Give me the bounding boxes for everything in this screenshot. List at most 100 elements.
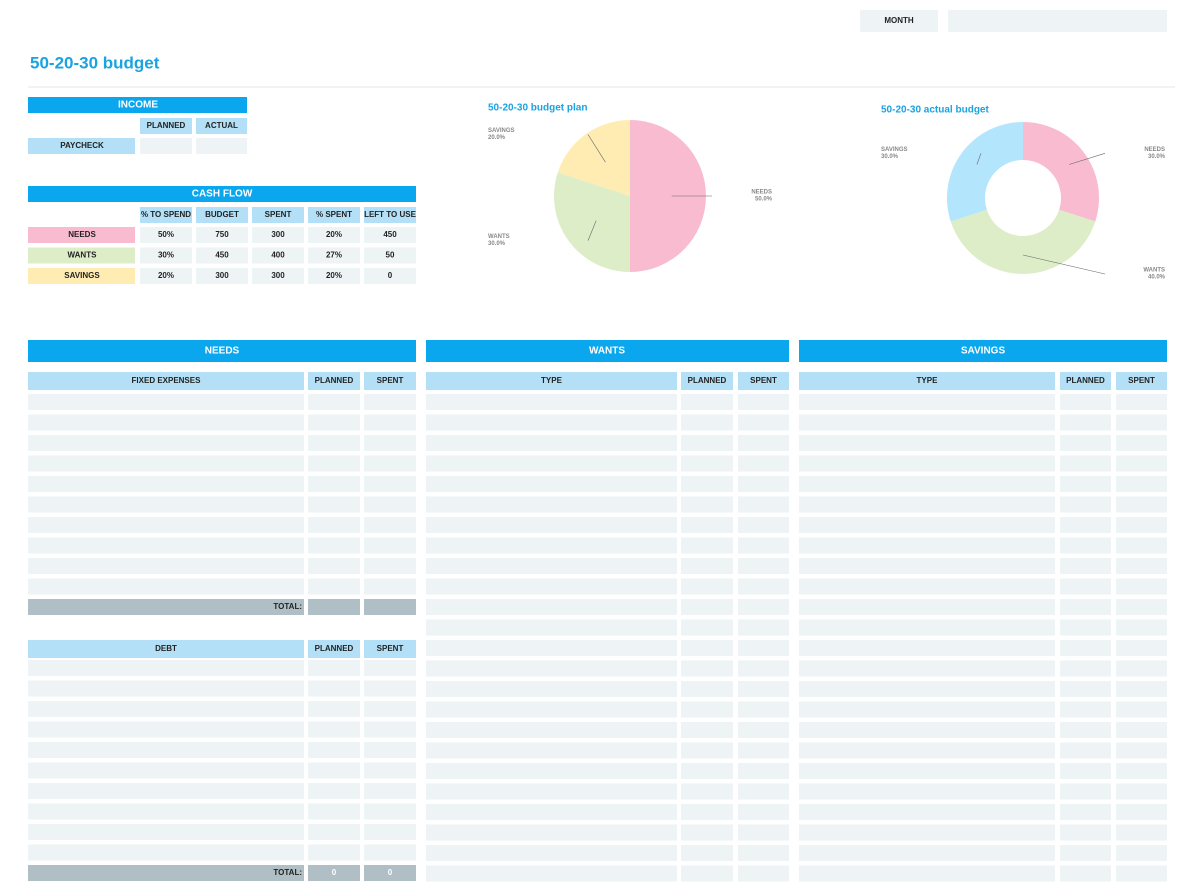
savings-cell[interactable]	[1116, 599, 1167, 615]
savings-cell[interactable]	[1116, 660, 1167, 677]
wants-cell[interactable]	[681, 517, 733, 533]
needs-cell[interactable]	[308, 394, 360, 410]
wants-cell[interactable]	[738, 496, 789, 513]
needs-cell[interactable]	[308, 517, 360, 533]
wants-cell[interactable]	[681, 845, 733, 861]
savings-cell[interactable]	[1060, 804, 1111, 820]
savings-cell[interactable]	[799, 455, 1055, 472]
month-input[interactable]	[948, 10, 1167, 32]
savings-cell[interactable]	[1116, 701, 1167, 718]
wants-cell[interactable]	[738, 599, 789, 615]
debt-cell[interactable]	[364, 742, 416, 758]
savings-cell[interactable]	[1060, 537, 1111, 554]
debt-cell[interactable]	[28, 742, 304, 758]
debt-cell[interactable]	[364, 701, 416, 717]
savings-cell[interactable]	[799, 742, 1055, 759]
wants-cell[interactable]	[681, 865, 733, 882]
needs-cell[interactable]	[308, 578, 360, 595]
savings-cell[interactable]	[1116, 414, 1167, 431]
wants-cell[interactable]	[426, 804, 677, 820]
savings-cell[interactable]	[1060, 414, 1111, 431]
wants-cell[interactable]	[426, 455, 677, 472]
needs-cell[interactable]	[364, 558, 416, 574]
savings-cell[interactable]	[1116, 824, 1167, 841]
wants-cell[interactable]	[681, 414, 733, 431]
needs-cell[interactable]	[364, 435, 416, 451]
wants-cell[interactable]	[681, 742, 733, 759]
savings-cell[interactable]	[1060, 865, 1111, 882]
wants-cell[interactable]	[738, 783, 789, 800]
needs-cell[interactable]	[364, 578, 416, 595]
savings-cell[interactable]	[1116, 558, 1167, 574]
savings-cell[interactable]	[1060, 701, 1111, 718]
wants-cell[interactable]	[738, 476, 789, 492]
wants-cell[interactable]	[426, 619, 677, 636]
wants-cell[interactable]	[426, 845, 677, 861]
wants-cell[interactable]	[681, 660, 733, 677]
debt-cell[interactable]	[364, 824, 416, 840]
savings-cell[interactable]	[799, 476, 1055, 492]
wants-cell[interactable]	[426, 558, 677, 574]
wants-cell[interactable]	[738, 660, 789, 677]
savings-cell[interactable]	[799, 783, 1055, 800]
debt-cell[interactable]	[308, 844, 360, 861]
wants-cell[interactable]	[426, 578, 677, 595]
wants-cell[interactable]	[426, 517, 677, 533]
wants-cell[interactable]	[738, 578, 789, 595]
needs-cell[interactable]	[308, 476, 360, 492]
savings-cell[interactable]	[1060, 619, 1111, 636]
savings-cell[interactable]	[1116, 681, 1167, 697]
savings-cell[interactable]	[799, 517, 1055, 533]
wants-cell[interactable]	[738, 742, 789, 759]
savings-cell[interactable]	[1060, 435, 1111, 451]
wants-cell[interactable]	[681, 763, 733, 779]
wants-cell[interactable]	[426, 701, 677, 718]
savings-cell[interactable]	[1116, 742, 1167, 759]
needs-cell[interactable]	[28, 537, 304, 554]
savings-cell[interactable]	[1060, 599, 1111, 615]
savings-cell[interactable]	[1116, 783, 1167, 800]
debt-cell[interactable]	[28, 701, 304, 717]
wants-cell[interactable]	[681, 578, 733, 595]
wants-cell[interactable]	[681, 804, 733, 820]
savings-cell[interactable]	[1060, 722, 1111, 738]
needs-cell[interactable]	[364, 414, 416, 431]
savings-cell[interactable]	[1116, 578, 1167, 595]
wants-cell[interactable]	[738, 804, 789, 820]
wants-cell[interactable]	[738, 537, 789, 554]
wants-cell[interactable]	[426, 640, 677, 656]
wants-cell[interactable]	[681, 394, 733, 410]
savings-cell[interactable]	[799, 537, 1055, 554]
savings-cell[interactable]	[799, 701, 1055, 718]
wants-cell[interactable]	[738, 394, 789, 410]
wants-cell[interactable]	[426, 824, 677, 841]
needs-cell[interactable]	[364, 496, 416, 513]
wants-cell[interactable]	[681, 783, 733, 800]
savings-cell[interactable]	[1060, 640, 1111, 656]
debt-cell[interactable]	[308, 762, 360, 779]
wants-cell[interactable]	[681, 640, 733, 656]
debt-cell[interactable]	[28, 844, 304, 861]
savings-cell[interactable]	[1060, 681, 1111, 697]
savings-cell[interactable]	[1060, 742, 1111, 759]
savings-cell[interactable]	[799, 558, 1055, 574]
debt-cell[interactable]	[28, 680, 304, 697]
needs-cell[interactable]	[28, 455, 304, 472]
savings-cell[interactable]	[1060, 845, 1111, 861]
needs-cell[interactable]	[308, 496, 360, 513]
savings-cell[interactable]	[799, 619, 1055, 636]
savings-cell[interactable]	[799, 578, 1055, 595]
savings-cell[interactable]	[1060, 783, 1111, 800]
savings-cell[interactable]	[1116, 455, 1167, 472]
debt-cell[interactable]	[28, 721, 304, 738]
needs-cell[interactable]	[308, 455, 360, 472]
wants-cell[interactable]	[738, 435, 789, 451]
wants-cell[interactable]	[426, 742, 677, 759]
wants-cell[interactable]	[426, 722, 677, 738]
wants-cell[interactable]	[681, 824, 733, 841]
wants-cell[interactable]	[738, 845, 789, 861]
wants-cell[interactable]	[681, 455, 733, 472]
debt-cell[interactable]	[364, 762, 416, 779]
needs-cell[interactable]	[308, 537, 360, 554]
wants-cell[interactable]	[426, 763, 677, 779]
